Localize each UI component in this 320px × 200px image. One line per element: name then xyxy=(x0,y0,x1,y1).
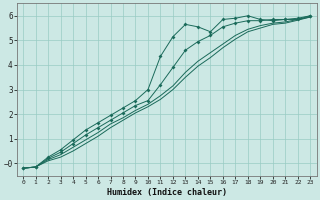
X-axis label: Humidex (Indice chaleur): Humidex (Indice chaleur) xyxy=(107,188,227,197)
